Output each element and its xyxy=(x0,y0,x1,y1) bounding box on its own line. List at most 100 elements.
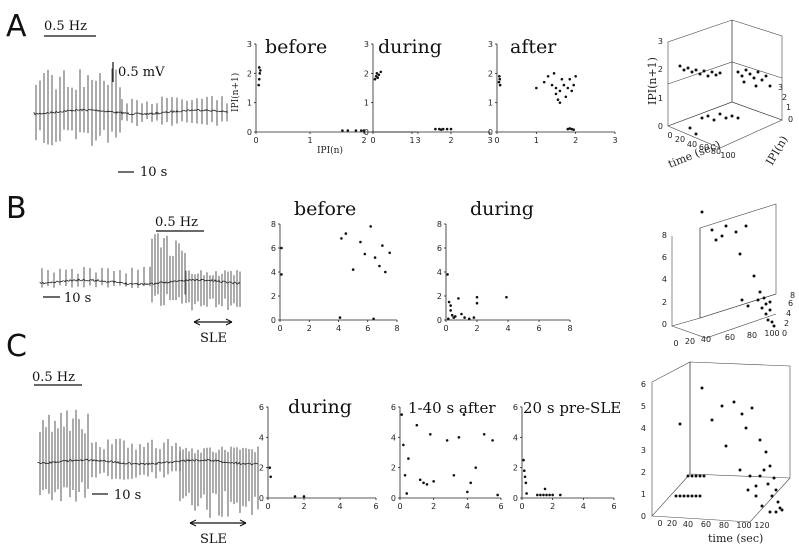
x-tick-label: 2 xyxy=(431,502,436,511)
plot3d-c-xlabel: time (sec) xyxy=(708,532,763,545)
tick-label-3d: 2 xyxy=(784,319,789,328)
row-a-trace xyxy=(33,68,229,146)
data-point xyxy=(407,457,410,460)
data-point-3d xyxy=(736,70,740,74)
data-point xyxy=(269,475,273,479)
y-tick-label: 4 xyxy=(271,268,276,277)
data-point xyxy=(566,86,570,90)
data-point xyxy=(572,83,575,87)
data-point-3d xyxy=(770,494,774,498)
data-point xyxy=(445,127,449,131)
data-point-3d xyxy=(766,482,770,486)
data-point xyxy=(558,89,562,93)
data-point-3d xyxy=(740,74,744,78)
data-point xyxy=(415,423,419,427)
data-point-3d xyxy=(772,476,776,480)
data-point-3d xyxy=(764,302,768,306)
data-point xyxy=(475,295,479,299)
y-tick-label: 2 xyxy=(271,292,276,301)
row-c-freq-label: 0.5 Hz xyxy=(32,370,75,385)
x-tick-label: 0 xyxy=(265,502,270,511)
x-tick-label: 6 xyxy=(536,324,541,333)
data-point-3d xyxy=(764,312,768,316)
tick-label-3d: 3 xyxy=(658,37,663,46)
data-point-3d xyxy=(686,494,690,498)
data-point xyxy=(552,72,556,75)
tick-label-3d: 20 xyxy=(675,135,685,144)
panel-a-during-title: during xyxy=(378,36,442,58)
y-tick-label: 0 xyxy=(391,494,396,503)
data-point-3d xyxy=(752,76,756,80)
data-point xyxy=(457,297,460,300)
data-point-3d xyxy=(756,298,760,302)
data-point xyxy=(467,317,471,321)
plot3d-a-ylabel: IPI(n) xyxy=(763,133,790,167)
data-point xyxy=(403,473,407,477)
data-point xyxy=(469,481,473,485)
x-tick-label: 0 xyxy=(443,324,448,333)
y-tick-label: 1 xyxy=(247,99,252,108)
data-point-3d xyxy=(694,494,698,498)
tick-label-3d: 60 xyxy=(699,143,709,152)
data-point xyxy=(378,264,381,268)
panel-c-during-title: during xyxy=(288,396,352,418)
data-point xyxy=(475,301,479,305)
data-point xyxy=(497,80,501,84)
x-tick-label: 2 xyxy=(474,324,479,333)
data-point-3d xyxy=(700,210,704,214)
data-point xyxy=(373,256,377,259)
tick-label-3d: 100 xyxy=(764,329,779,338)
y-tick-label: 2 xyxy=(488,69,493,78)
data-point-3d xyxy=(756,70,760,74)
y-tick-label: 3 xyxy=(364,40,369,49)
data-point xyxy=(570,89,574,93)
y-tick-label: 2 xyxy=(259,464,264,473)
data-point xyxy=(449,127,453,131)
x-tick-label: 3 xyxy=(487,136,492,145)
data-point xyxy=(369,225,372,228)
y-tick-label: 0 xyxy=(364,128,369,137)
row-a-freq-label: 0.5 Hz xyxy=(44,19,87,34)
x-tick-label: 4 xyxy=(337,502,342,511)
data-point-3d xyxy=(690,70,694,74)
row-b-freq-label: 0.5 Hz xyxy=(155,215,198,230)
data-point-3d xyxy=(746,488,750,492)
y-tick-label: 6 xyxy=(259,403,264,412)
data-point xyxy=(522,458,525,462)
tick-label-3d: 0 xyxy=(667,131,672,140)
data-point-3d xyxy=(702,474,706,478)
data-point xyxy=(359,240,362,244)
tick-label-3d: 2 xyxy=(662,298,667,307)
data-point xyxy=(523,475,527,479)
row-b: B 0.5 Hz 10 s SLE xyxy=(6,191,241,346)
data-point-3d xyxy=(738,468,742,472)
data-point xyxy=(302,495,306,498)
data-point-3d xyxy=(720,234,724,238)
data-point xyxy=(560,77,564,81)
data-point-3d xyxy=(774,488,778,492)
data-point-3d xyxy=(758,438,762,442)
data-point-3d xyxy=(732,400,736,404)
data-point xyxy=(570,127,574,131)
tick-label-3d: 100 xyxy=(720,151,735,160)
data-point-3d xyxy=(770,320,774,324)
tick-label-3d: 8 xyxy=(662,231,667,240)
y-tick-label: 6 xyxy=(513,403,518,412)
data-point-3d xyxy=(750,406,754,410)
data-point-3d xyxy=(758,290,762,294)
data-point xyxy=(257,77,261,81)
data-point-3d xyxy=(720,404,724,408)
data-point xyxy=(505,295,508,299)
data-point-3d xyxy=(774,510,778,514)
tick-label-3d: 1 xyxy=(641,490,646,499)
tick-label-3d: 4 xyxy=(786,309,791,318)
tick-label-3d: 1 xyxy=(786,103,791,112)
panel-c-after-plot: 0 2 4 6 0 2 4 6 xyxy=(391,403,504,511)
data-point xyxy=(460,312,463,316)
tick-label-3d: 3 xyxy=(641,446,646,455)
data-point xyxy=(429,433,432,436)
data-point-3d xyxy=(686,474,690,478)
